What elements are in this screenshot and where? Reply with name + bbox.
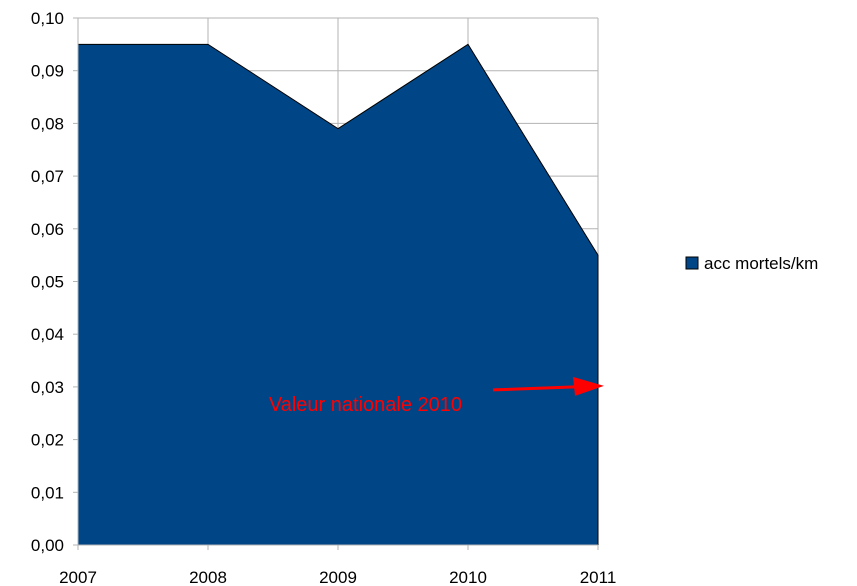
annotation-label: Valeur nationale 2010 xyxy=(269,394,462,416)
y-tick-label: 0,07 xyxy=(31,167,64,186)
y-tick-label: 0,04 xyxy=(31,325,64,344)
axes xyxy=(73,18,598,550)
y-tick-label: 0,03 xyxy=(31,378,64,397)
x-tick-label: 2010 xyxy=(449,568,487,586)
x-tick-label: 2011 xyxy=(580,568,617,586)
y-tick-label: 0,06 xyxy=(31,220,64,239)
annotation-arrow-line xyxy=(492,385,576,392)
annotation-arrow-head xyxy=(573,376,604,396)
y-tick-label: 0,09 xyxy=(31,62,64,81)
y-tick-label: 0,02 xyxy=(31,431,64,450)
y-tick-label: 0,01 xyxy=(31,483,64,502)
y-tick-label: 0,08 xyxy=(31,114,64,133)
y-tick-label: 0,00 xyxy=(31,536,64,555)
legend-swatch xyxy=(685,256,699,270)
annotation: Valeur nationale 2010 xyxy=(269,376,604,416)
y-axis-ticks: 0,00 0,01 0,02 0,03 0,04 0,05 0,06 0,07 0,08 0,09… xyxy=(31,9,78,555)
x-axis-ticks: 2007 2008 2009 2010 2011 xyxy=(59,545,616,586)
x-tick-label: 2007 xyxy=(59,568,97,586)
x-tick-label: 2008 xyxy=(189,568,227,586)
y-tick-label: 0,10 xyxy=(31,9,64,28)
y-tick-label: 0,05 xyxy=(31,273,64,292)
legend: acc mortels/km xyxy=(685,254,818,273)
series-area-layer xyxy=(77,43,599,546)
series-area xyxy=(77,43,599,546)
legend-label: acc mortels/km xyxy=(704,254,818,273)
x-tick-label: 2009 xyxy=(319,568,357,586)
